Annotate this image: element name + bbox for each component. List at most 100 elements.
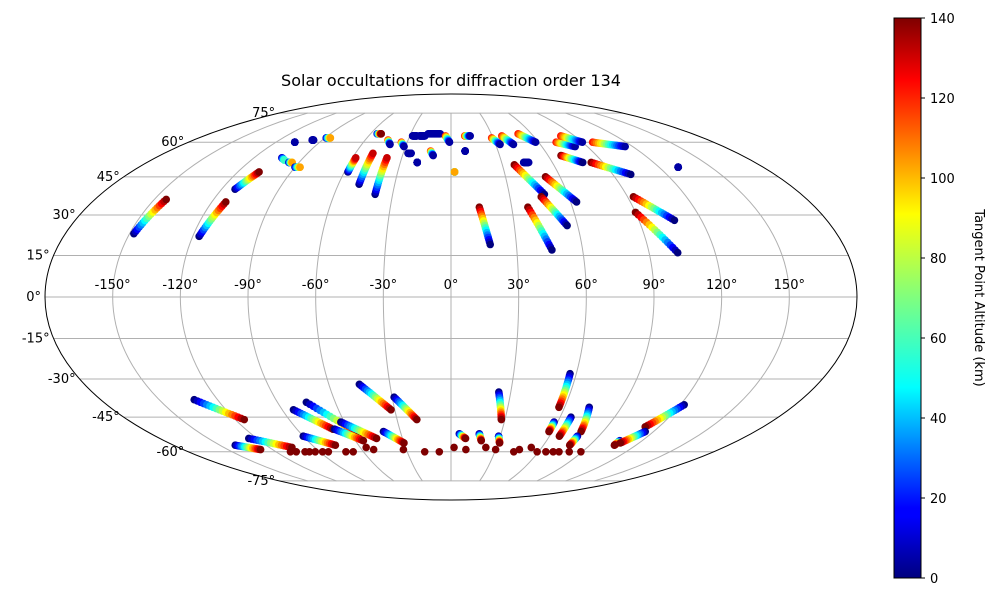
occultation-point	[461, 147, 469, 155]
occultation-point	[565, 447, 574, 456]
occultation-point	[670, 216, 679, 225]
occultation-point	[509, 140, 518, 149]
occultation-point	[305, 447, 314, 456]
longitude-gridline	[565, 112, 723, 482]
occultation-point	[349, 447, 358, 456]
occultation-track	[495, 388, 506, 424]
occultation-point	[326, 134, 335, 142]
occultation-point	[531, 138, 540, 147]
occultation-track	[514, 130, 540, 147]
occultation-point	[486, 240, 495, 249]
occultation-point	[372, 434, 381, 443]
occultation-track	[556, 132, 587, 147]
occultation-point	[296, 163, 304, 171]
occultation-point	[548, 246, 556, 254]
occultation-point	[351, 154, 360, 162]
occultation-track	[424, 130, 445, 138]
occultation-point	[331, 441, 340, 450]
occultation-track	[195, 198, 230, 241]
longitude-tick-label: -150°	[95, 278, 131, 293]
longitude-tick-labels: -150° -120° -90° -60° -30° 0° 30° 60° 90° 120° 150…	[95, 278, 805, 293]
occultation-point	[673, 248, 682, 257]
longitude-tick-label: 30°	[507, 278, 530, 293]
occultation-track	[371, 154, 391, 199]
latitude-tick-label: 15°	[27, 248, 50, 263]
occultation-track	[674, 163, 682, 171]
colorbar-gradient	[893, 17, 922, 579]
occultation-track	[461, 147, 469, 155]
longitude-tick-label: 90°	[642, 278, 665, 293]
longitude-tick-label: 150°	[774, 278, 805, 293]
longitude-gridline	[382, 112, 423, 482]
occultation-point	[495, 439, 504, 447]
occultation-track	[384, 136, 394, 149]
occultation-point	[577, 447, 585, 456]
occultation-track	[587, 158, 635, 179]
occultation-point	[311, 447, 320, 456]
occultation-track	[524, 203, 556, 254]
colorbar-ticks: 0 20 40 60 80 100 120 140	[921, 12, 955, 587]
colorbar-tick-label: 140	[930, 12, 955, 27]
chart-title: Solar occultations for diffraction order…	[281, 71, 621, 90]
occultation-point	[462, 445, 470, 454]
occultation-point	[524, 158, 533, 167]
occultation-point	[359, 436, 368, 445]
longitude-tick-label: 0°	[444, 278, 459, 293]
occultation-point	[362, 443, 370, 452]
occultation-point	[565, 441, 574, 450]
occultation-track	[397, 138, 408, 151]
occultation-point	[435, 447, 444, 456]
occultation-track	[413, 158, 422, 167]
occultation-track	[510, 161, 549, 199]
occultation-point	[413, 158, 422, 167]
occultation-point	[527, 443, 536, 452]
occultation-track	[322, 134, 335, 142]
occultation-track	[565, 432, 582, 450]
occultation-point	[461, 434, 470, 443]
colorbar-tick-label: 100	[930, 172, 955, 187]
occultation-track	[631, 208, 682, 257]
occultation-track	[231, 441, 265, 454]
occultation-track	[537, 193, 571, 230]
colorbar-tick-label: 0	[930, 572, 938, 587]
latitude-tick-label: 75°	[252, 106, 275, 121]
map-boundary	[44, 93, 858, 501]
occultation-track	[130, 195, 171, 238]
occultation-track	[299, 432, 340, 450]
occultation-point	[621, 142, 629, 151]
occultation-point	[533, 447, 541, 456]
graticule-grid	[45, 112, 857, 482]
occultation-point	[318, 447, 327, 456]
occultation-point	[399, 445, 408, 454]
occultation-track	[379, 427, 408, 447]
occultation-point	[256, 445, 265, 454]
longitude-tick-label: -90°	[234, 278, 262, 293]
occultation-track	[616, 427, 650, 447]
longitude-gridline	[479, 112, 520, 482]
occultation-track	[460, 132, 475, 140]
occultation-point	[369, 445, 378, 454]
longitude-tick-label: 120°	[706, 278, 737, 293]
occultation-track	[494, 432, 504, 447]
latitude-tick-label: 0°	[26, 290, 41, 305]
occultation-track	[426, 147, 438, 160]
occultation-track	[390, 393, 421, 424]
occultation-track	[404, 149, 415, 158]
occultation-track	[519, 158, 533, 167]
occultation-point	[496, 140, 504, 149]
occultation-point	[221, 198, 230, 206]
occultation-point	[162, 195, 171, 204]
occultation-track	[355, 380, 395, 414]
occultation-point	[610, 441, 619, 450]
longitude-tick-label: -60°	[302, 278, 330, 293]
occultation-track	[330, 425, 368, 445]
occultation-tracks	[130, 130, 688, 456]
occultation-track	[487, 134, 504, 149]
occultation-point	[291, 138, 299, 147]
longitude-tick-label: -120°	[162, 278, 198, 293]
occultation-point	[342, 447, 350, 456]
latitude-tick-label: -75°	[247, 474, 275, 489]
occultation-track	[557, 151, 587, 167]
longitude-tick-label: -30°	[369, 278, 397, 293]
